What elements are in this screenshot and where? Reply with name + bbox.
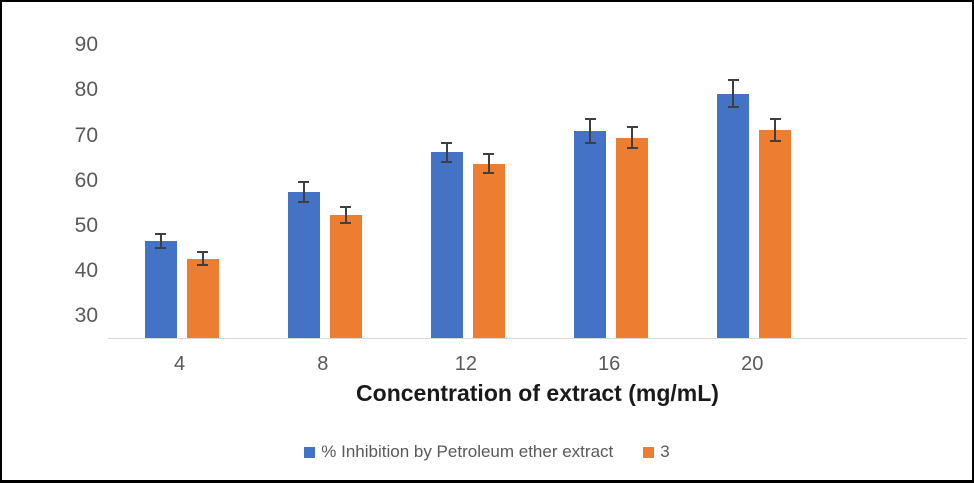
error-bar-cap-bottom: [584, 141, 596, 144]
bar-orange: [616, 137, 649, 339]
error-bar-cap-bottom: [155, 247, 167, 250]
error-bar-cap-bottom: [727, 106, 739, 109]
error-bar-cap-bottom: [626, 147, 638, 150]
error-bar-cap-top: [483, 153, 495, 156]
y-tick-label: 60: [74, 168, 98, 192]
error-bar-line: [445, 142, 448, 162]
error-bar-line: [774, 118, 777, 142]
x-axis-line: [108, 338, 967, 339]
error-bar-cap-bottom: [298, 201, 310, 204]
legend-item-series-3: 3: [643, 442, 670, 461]
error-bar-cap-bottom: [483, 172, 495, 175]
bar-blue: [717, 93, 750, 339]
error-bar-line: [487, 154, 490, 174]
bar-orange: [472, 163, 505, 339]
y-tick-label: 80: [74, 78, 98, 102]
error-bar-line: [201, 252, 204, 265]
error-bar-line: [732, 80, 735, 108]
bar-orange: [186, 258, 219, 339]
error-bar-line: [302, 182, 305, 203]
bar-blue: [287, 192, 320, 339]
legend-swatch-orange-icon: [643, 446, 655, 458]
x-tick-label: 8: [317, 353, 329, 375]
legend-swatch-blue-icon: [304, 446, 316, 458]
y-tick-label: 50: [74, 214, 98, 237]
bar-blue: [144, 240, 177, 339]
x-tick-label: 20: [741, 353, 764, 375]
bar-blue: [574, 131, 607, 339]
x-tick-label: 4: [174, 353, 186, 375]
y-tick-label: 70: [74, 123, 98, 147]
error-bar-cap-top: [626, 126, 638, 129]
error-bar-line: [159, 233, 162, 249]
bar-blue: [430, 152, 463, 339]
x-axis-title: Concentration of extract (mg/mL): [356, 380, 719, 406]
error-bar-cap-top: [155, 232, 167, 235]
bar-orange: [329, 215, 362, 339]
error-bar-line: [631, 127, 634, 149]
legend-label-series-3: 3: [660, 442, 670, 461]
error-bar-cap-bottom: [340, 221, 352, 224]
bar-orange: [759, 130, 792, 339]
error-bar-cap-top: [441, 141, 453, 144]
error-bar-cap-top: [298, 181, 310, 184]
error-bar-cap-bottom: [197, 263, 209, 266]
x-tick-label: 12: [454, 353, 478, 375]
x-tick-label: 16: [597, 353, 621, 375]
error-bar-cap-top: [769, 117, 781, 120]
error-bar-line: [589, 119, 592, 143]
legend-label-petroleum-ether: % Inhibition by Petroleum ether extract: [321, 442, 614, 461]
error-bar-line: [344, 207, 347, 223]
error-bar-cap-top: [197, 251, 209, 254]
error-bar-cap-top: [727, 79, 739, 81]
y-tick-label: 30: [74, 304, 98, 328]
error-bar-cap-top: [340, 206, 352, 209]
error-bar-cap-bottom: [769, 140, 781, 143]
error-bar-cap-bottom: [441, 160, 453, 163]
error-bar-cap-top: [584, 118, 596, 121]
y-tick-label: 40: [74, 259, 98, 283]
y-tick-label: 90: [74, 33, 98, 57]
legend: % Inhibition by Petroleum ether extract …: [2, 443, 972, 461]
legend-item-petroleum-ether: % Inhibition by Petroleum ether extract: [304, 443, 613, 461]
